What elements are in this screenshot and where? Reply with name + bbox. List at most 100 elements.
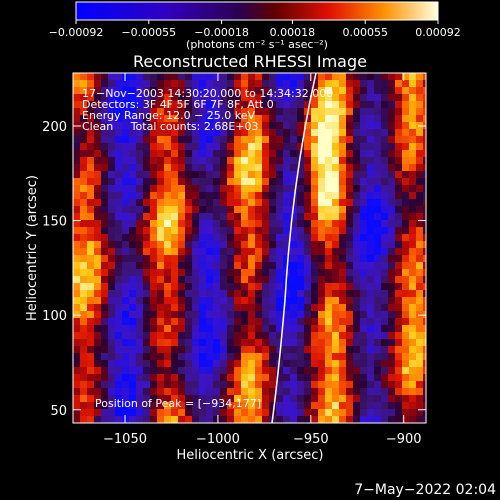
heatmap-cell: [311, 150, 319, 158]
heatmap-cell: [87, 255, 95, 263]
heatmap-cell: [395, 276, 403, 284]
solar-limb-arc: [271, 73, 317, 423]
heatmap-cell: [283, 73, 291, 81]
heatmap-cell: [269, 255, 277, 263]
heatmap-cell: [206, 388, 214, 396]
heatmap-cell: [276, 122, 284, 130]
heatmap-cell: [129, 304, 137, 312]
heatmap-cell: [423, 395, 426, 403]
heatmap-cell: [164, 94, 172, 102]
heatmap-cell: [290, 94, 298, 102]
heatmap-cell: [353, 206, 361, 214]
heatmap-cell: [346, 290, 354, 298]
heatmap-cell: [136, 143, 144, 151]
heatmap-cell: [108, 185, 116, 193]
heatmap-cell: [199, 108, 207, 116]
heatmap-cell: [234, 73, 242, 81]
heatmap-cell: [353, 227, 361, 235]
heatmap-cell: [164, 150, 172, 158]
heatmap-cell: [402, 87, 410, 95]
heatmap-cell: [178, 157, 186, 165]
heatmap-cell: [101, 248, 109, 256]
heatmap-cell: [304, 122, 312, 130]
heatmap-cell: [192, 213, 200, 221]
heatmap-cell: [255, 395, 263, 403]
heatmap-cell: [185, 220, 193, 228]
heatmap-cell: [213, 101, 221, 109]
heatmap-cell: [178, 213, 186, 221]
heatmap-cell: [395, 122, 403, 130]
heatmap-cell: [276, 360, 284, 368]
heatmap-cell: [269, 157, 277, 165]
heatmap-cell: [108, 129, 116, 137]
heatmap-cell: [395, 367, 403, 375]
heatmap-cell: [283, 409, 291, 417]
heatmap-cell: [157, 367, 165, 375]
heatmap-cell: [234, 80, 242, 88]
heatmap-cell: [346, 297, 354, 305]
heatmap-cell: [87, 122, 95, 130]
heatmap-cell: [346, 332, 354, 340]
heatmap-cell: [185, 192, 193, 200]
heatmap-cell: [87, 241, 95, 249]
heatmap-cell: [143, 227, 151, 235]
heatmap-cell: [185, 318, 193, 326]
heatmap-cell: [157, 241, 165, 249]
heatmap-cell: [290, 346, 298, 354]
heatmap-cell: [157, 304, 165, 312]
heatmap-cell: [234, 227, 242, 235]
heatmap-cell: [129, 339, 137, 347]
heatmap-cell: [115, 80, 123, 88]
heatmap-cell: [73, 304, 81, 312]
heatmap-cell: [129, 402, 137, 410]
heatmap-cell: [304, 129, 312, 137]
heatmap-cell: [255, 248, 263, 256]
heatmap-cell: [381, 248, 389, 256]
heatmap-cell: [185, 206, 193, 214]
heatmap-cell: [227, 213, 235, 221]
heatmap-cell: [367, 325, 375, 333]
heatmap-cell: [311, 213, 319, 221]
heatmap-cell: [402, 241, 410, 249]
heatmap-cell: [402, 80, 410, 88]
heatmap-cell: [248, 192, 256, 200]
heatmap-cell: [283, 164, 291, 172]
heatmap-cell: [297, 339, 305, 347]
heatmap-cell: [206, 381, 214, 389]
heatmap-cell: [276, 276, 284, 284]
heatmap-cell: [157, 402, 165, 410]
heatmap-cell: [262, 227, 270, 235]
heatmap-cell: [255, 290, 263, 298]
heatmap-cell: [227, 297, 235, 305]
heatmap-cell: [346, 213, 354, 221]
heatmap-cell: [402, 339, 410, 347]
heatmap-cell: [192, 374, 200, 382]
heatmap-cell: [129, 136, 137, 144]
heatmap-cell: [423, 360, 426, 368]
heatmap-cell: [262, 206, 270, 214]
heatmap-cell: [101, 381, 109, 389]
heatmap-cell: [108, 416, 116, 423]
heatmap-cell: [143, 206, 151, 214]
heatmap-cell: [332, 213, 340, 221]
heatmap-cell: [129, 353, 137, 361]
heatmap-cell: [101, 164, 109, 172]
heatmap-cell: [94, 199, 102, 207]
heatmap-cell: [297, 171, 305, 179]
heatmap-cell: [94, 101, 102, 109]
heatmap-cell: [318, 374, 326, 382]
heatmap-cell: [325, 136, 333, 144]
heatmap-cell: [192, 150, 200, 158]
heatmap-cell: [325, 213, 333, 221]
heatmap-cell: [276, 339, 284, 347]
heatmap-cell: [150, 248, 158, 256]
heatmap-cell: [367, 395, 375, 403]
heatmap-cell: [164, 374, 172, 382]
heatmap-cell: [164, 332, 172, 340]
heatmap-cell: [416, 220, 424, 228]
heatmap-cell: [290, 143, 298, 151]
heatmap-cell: [164, 73, 172, 81]
heatmap-cell: [269, 213, 277, 221]
heatmap-cell: [374, 402, 382, 410]
heatmap-cell: [374, 234, 382, 242]
